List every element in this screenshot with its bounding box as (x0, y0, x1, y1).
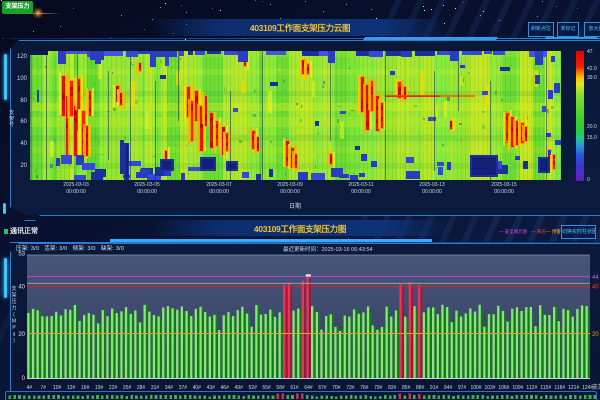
svg-text:52#: 52# (249, 385, 258, 391)
svg-text:力: 力 (11, 305, 16, 312)
svg-text:97#: 97# (458, 385, 467, 391)
svg-text:16#: 16# (81, 385, 90, 391)
svg-text:13#: 13# (67, 385, 76, 391)
svg-text:架: 架 (11, 293, 16, 299)
svg-text:70#: 70# (332, 385, 341, 391)
svg-text:40: 40 (592, 285, 599, 291)
svg-text:46#: 46# (221, 385, 230, 391)
svg-text:34#: 34# (165, 385, 174, 391)
svg-text:124#: 124# (582, 385, 593, 391)
svg-text:67#: 67# (318, 385, 327, 391)
svg-text:44: 44 (592, 275, 599, 281)
svg-text:10#: 10# (53, 385, 62, 391)
svg-text:118#: 118# (554, 385, 565, 391)
svg-text:58#: 58# (276, 385, 285, 391)
svg-text:73#: 73# (346, 385, 355, 391)
svg-text:106#: 106# (498, 385, 509, 391)
svg-text:82#: 82# (388, 385, 397, 391)
svg-text:79#: 79# (374, 385, 383, 391)
svg-text:100#: 100# (470, 385, 481, 391)
svg-text:121#: 121# (568, 385, 579, 391)
svg-text:4#: 4# (27, 385, 33, 391)
svg-text:109#: 109# (512, 385, 523, 391)
svg-text:M: M (12, 319, 16, 325)
svg-text:25#: 25# (123, 385, 132, 391)
svg-text:20: 20 (592, 332, 599, 338)
svg-text:40#: 40# (193, 385, 202, 391)
svg-text:22#: 22# (109, 385, 118, 391)
svg-text:): ) (13, 338, 15, 344)
svg-text:31#: 31# (151, 385, 160, 391)
svg-text:20: 20 (18, 332, 25, 338)
svg-text:37#: 37# (179, 385, 188, 391)
svg-text:115#: 115# (540, 385, 551, 391)
svg-text:88#: 88# (416, 385, 425, 391)
svg-text:支架号: 支架号 (592, 383, 600, 391)
svg-text:40: 40 (18, 285, 25, 291)
svg-text:43#: 43# (207, 385, 216, 391)
svg-text:a: a (13, 332, 16, 338)
svg-text:112#: 112# (526, 385, 537, 391)
svg-text:支: 支 (11, 285, 16, 292)
svg-text:压: 压 (11, 299, 16, 305)
svg-text:55#: 55# (262, 385, 271, 391)
svg-text:94#: 94# (444, 385, 453, 391)
svg-text:76#: 76# (360, 385, 369, 391)
svg-text:49#: 49# (235, 385, 244, 391)
svg-text:(: ( (13, 312, 15, 318)
svg-text:P: P (12, 325, 16, 331)
svg-text:53: 53 (18, 252, 25, 258)
svg-text:19#: 19# (95, 385, 104, 391)
svg-text:61#: 61# (290, 385, 299, 391)
svg-text:28#: 28# (137, 385, 146, 391)
svg-text:85#: 85# (402, 385, 411, 391)
svg-text:7#: 7# (41, 385, 47, 391)
svg-text:103#: 103# (484, 385, 495, 391)
svg-text:0: 0 (22, 376, 26, 382)
svg-text:91#: 91# (430, 385, 439, 391)
svg-text:64#: 64# (304, 385, 313, 391)
